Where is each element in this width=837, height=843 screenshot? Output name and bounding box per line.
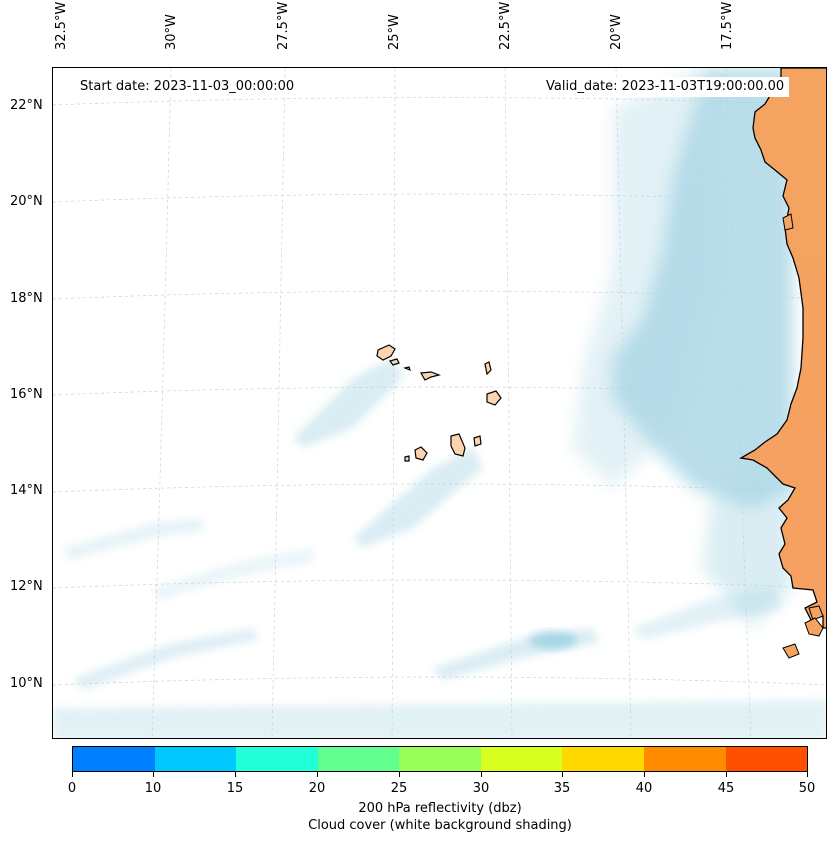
- parallel-18n: [53, 290, 826, 300]
- cape-verde-islands: [376, 344, 502, 462]
- meridian-22-5w: [504, 68, 513, 738]
- colorbar-segment-25-30: [399, 747, 481, 771]
- colorbar-tick-0: [72, 772, 73, 777]
- start-date-label: Start date: 2023-11-03_00:00:00: [75, 77, 300, 97]
- parallel-12n: [53, 579, 826, 589]
- cloud-band-coast: [703, 468, 793, 628]
- colorbar-tick-label-45: 45: [717, 781, 735, 796]
- island-santiago: [450, 433, 466, 457]
- lon-label-17-5w: 17.5°W: [720, 1, 735, 50]
- lon-label-30w: 30°W: [164, 14, 179, 50]
- parallel-20n: [53, 193, 826, 203]
- reflectivity-colorbar: [72, 746, 808, 772]
- africa-land: [739, 68, 826, 629]
- colorbar-tick-10: [153, 772, 154, 777]
- island-brava: [404, 455, 410, 462]
- colorbar-tick-40: [644, 772, 645, 777]
- cloud-streak-center-1: [293, 358, 403, 448]
- cloud-band-bottom: [53, 700, 826, 738]
- colorbar-tick-20: [317, 772, 318, 777]
- colorbar-subtitle: Cloud cover (white background shading): [308, 818, 572, 833]
- coastal-inlet: [782, 213, 794, 231]
- map-canvas: [53, 68, 826, 738]
- lon-label-27-5w: 27.5°W: [276, 1, 291, 50]
- cloud-streak-south-3: [633, 588, 783, 640]
- map-panel[interactable]: Start date: 2023-11-03_00:00:00 Valid_da…: [52, 67, 827, 739]
- cloud-streak-south-1: [73, 628, 258, 690]
- island-boa-vista: [486, 390, 502, 406]
- parallel-14n: [53, 483, 826, 493]
- island-maio: [473, 435, 482, 447]
- cloud-cell-south: [529, 631, 577, 649]
- island-sao-nicolau: [420, 371, 442, 381]
- lon-label-20w: 20°W: [609, 14, 624, 50]
- parallel-16n: [53, 386, 826, 396]
- lat-label-22n: 22°N: [10, 98, 43, 113]
- colorbar-tick-label-10: 10: [144, 781, 162, 796]
- colorbar-tick-30: [481, 772, 482, 777]
- colorbar-tick-45: [726, 772, 727, 777]
- cloud-streak-west: [63, 518, 203, 560]
- colorbar-tick-label-30: 30: [472, 781, 490, 796]
- colorbar-segment-35-40: [562, 747, 644, 771]
- colorbar-segment-40-45: [643, 747, 726, 771]
- lon-label-22-5w: 22.5°W: [498, 1, 513, 50]
- meridian-30w: [151, 68, 172, 738]
- lon-label-32-5w: 32.5°W: [54, 1, 69, 50]
- lat-label-12n: 12°N: [10, 579, 43, 594]
- island-fogo: [414, 446, 428, 461]
- meridian-27-5w: [271, 68, 286, 738]
- coastal-island-1: [808, 605, 824, 621]
- coastal-island-2: [804, 617, 824, 637]
- lat-label-18n: 18°N: [10, 291, 43, 306]
- colorbar-tick-15: [235, 772, 236, 777]
- coastal-island-3: [782, 643, 800, 659]
- colorbar-segment-0-10: [73, 747, 155, 771]
- lat-label-20n: 20°N: [10, 194, 43, 209]
- meridian-25w: [391, 68, 396, 738]
- island-santa-luzia: [403, 366, 411, 372]
- colorbar-tick-25: [399, 772, 400, 777]
- colorbar-tick-50: [807, 772, 808, 777]
- parallel-22n: [53, 97, 826, 106]
- valid-date-label: Valid_date: 2023-11-03T19:00:00.00: [541, 77, 790, 97]
- lat-label-10n: 10°N: [10, 676, 43, 691]
- colorbar-tick-label-0: 0: [67, 781, 77, 796]
- colorbar-tick-label-40: 40: [635, 781, 653, 796]
- colorbar-title: 200 hPa reflectivity (dbz): [358, 801, 522, 816]
- colorbar-segment-10-15: [154, 747, 237, 771]
- lat-label-16n: 16°N: [10, 387, 43, 402]
- island-santo-antao: [376, 344, 396, 361]
- colorbar-tick-label-20: 20: [308, 781, 326, 796]
- meridian-17-5w: [725, 68, 752, 738]
- parallel-10n: [53, 676, 826, 686]
- island-sao-vicente: [388, 358, 400, 366]
- graticule: [53, 68, 826, 738]
- cloud-cover: [53, 68, 826, 738]
- lat-label-14n: 14°N: [10, 483, 43, 498]
- cloud-streak-center-2: [353, 448, 483, 548]
- colorbar-segment-20-25: [317, 747, 400, 771]
- lon-label-25w: 25°W: [387, 14, 402, 50]
- colorbar-segment-30-35: [480, 747, 563, 771]
- colorbar-segment-45-50: [725, 747, 808, 771]
- colorbar-tick-35: [562, 772, 563, 777]
- meridian-20w: [615, 68, 632, 738]
- colorbar-tick-label-35: 35: [553, 781, 571, 796]
- cloud-streak-midwest: [153, 548, 313, 600]
- colorbar-tick-label-25: 25: [390, 781, 408, 796]
- colorbar-segment-15-20: [236, 747, 318, 771]
- island-sal: [484, 361, 492, 376]
- colorbar-tick-label-15: 15: [226, 781, 244, 796]
- coastal-islands: [782, 213, 824, 659]
- cloud-band-east-outer: [573, 68, 713, 488]
- colorbar-tick-label-50: 50: [798, 781, 816, 796]
